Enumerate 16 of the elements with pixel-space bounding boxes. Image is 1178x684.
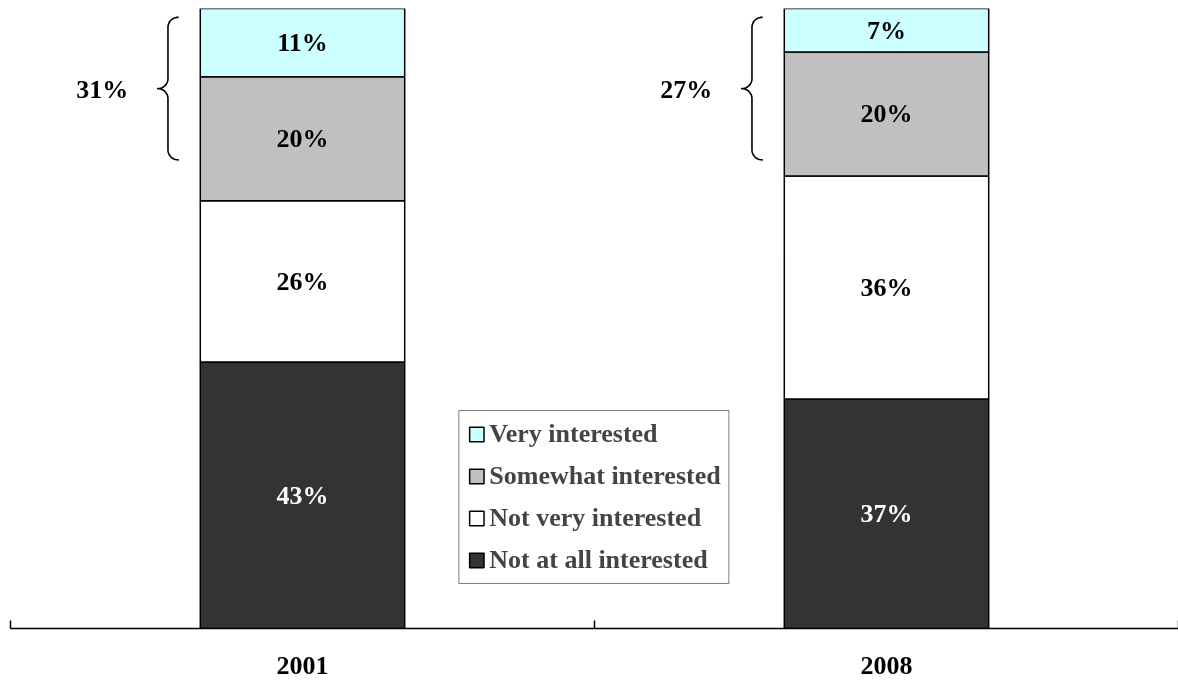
data-label: 37% bbox=[860, 499, 913, 529]
data-label: 7% bbox=[867, 15, 906, 45]
legend-label: Not at all interested bbox=[489, 545, 708, 575]
data-label: 20% bbox=[276, 124, 329, 154]
x-tick-label: 2008 bbox=[860, 650, 913, 680]
data-label: 20% bbox=[860, 99, 913, 129]
data-label: 43% bbox=[276, 480, 329, 510]
data-label: 36% bbox=[860, 273, 913, 302]
x-tick-label: 2001 bbox=[276, 650, 329, 680]
annotation: 27% bbox=[660, 74, 713, 104]
legend-label: Very interested bbox=[489, 419, 658, 449]
data-label: 11% bbox=[277, 28, 328, 58]
legend-label: Not very interested bbox=[489, 503, 702, 533]
legend-label: Somewhat interested bbox=[489, 461, 721, 491]
annotation: 31% bbox=[76, 74, 129, 104]
data-label: 26% bbox=[276, 266, 329, 296]
